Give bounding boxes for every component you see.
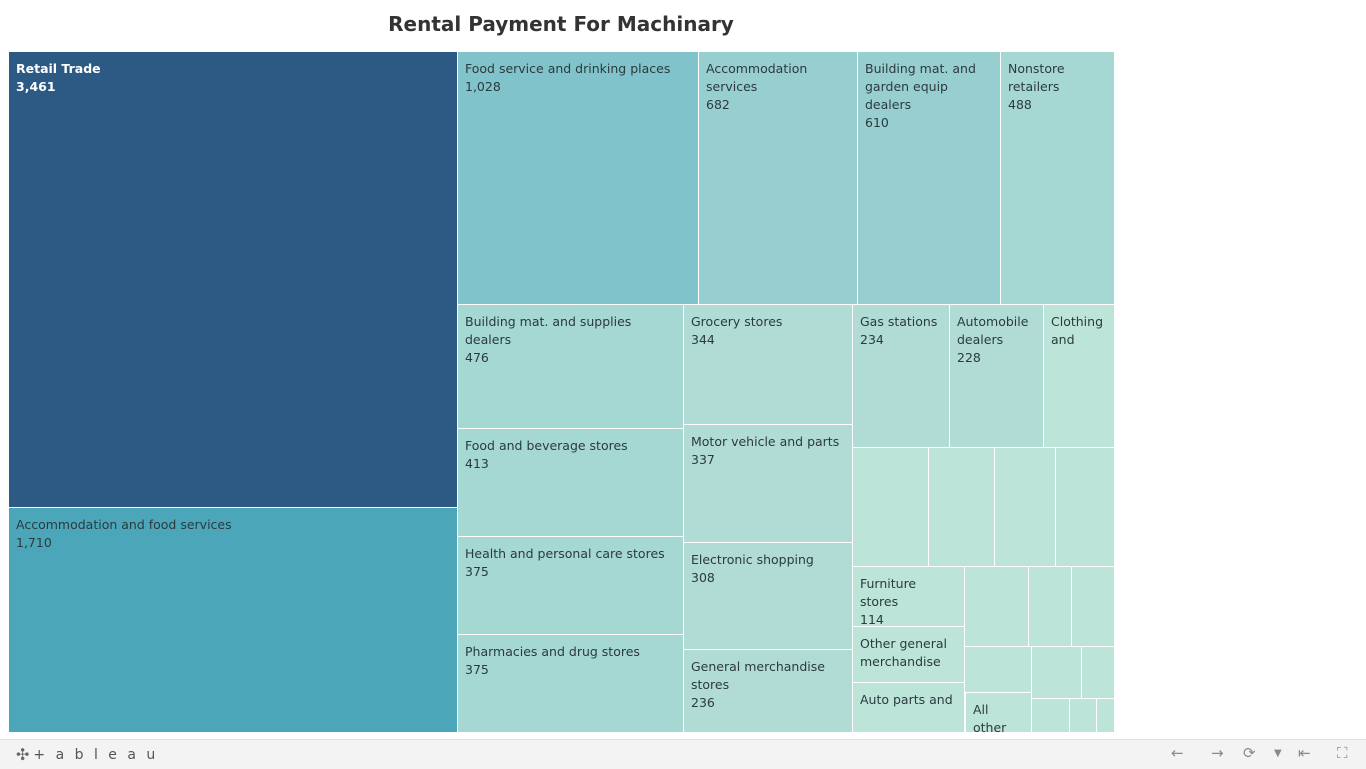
tile-label: Gas stations (860, 314, 938, 329)
tile-unlabeled[interactable] (1031, 646, 1082, 699)
tile-motor-vehicle-and-parts[interactable]: Motor vehicle and parts 337 (683, 424, 853, 543)
tile-value: 476 (465, 350, 489, 365)
tile-label: Nonstore retailers (1008, 61, 1065, 94)
tile-label: Building mat. and garden equip dealers (865, 61, 976, 112)
tile-value: 337 (691, 452, 715, 467)
reset-icon[interactable]: ⇤ (1298, 744, 1311, 762)
tile-value: 375 (465, 564, 489, 579)
tile-value: 413 (465, 456, 489, 471)
tile-other-general-merchandise[interactable]: Other general merchandise (852, 626, 965, 683)
tile-label: Grocery stores (691, 314, 783, 329)
tile-food-and-beverage-stores[interactable]: Food and beverage stores 413 (457, 428, 684, 537)
tile-label: Pharmacies and drug stores (465, 644, 640, 659)
tile-unlabeled[interactable] (1028, 566, 1072, 647)
tile-label: Food and beverage stores (465, 438, 628, 453)
tile-accommodation-services[interactable]: Accommodation services 682 (698, 51, 858, 305)
tile-building-mat-and-garden-equip-dealers[interactable]: Building mat. and garden equip dealers 61… (857, 51, 1001, 305)
footer-toolbar: ✣ + a b l e a u ← → ⟳ ▼ ⇤ ⛶ (0, 739, 1366, 769)
tile-label: Building mat. and supplies dealers (465, 314, 632, 347)
tile-label: Automobile dealers (957, 314, 1029, 347)
tile-electronic-shopping[interactable]: Electronic shopping 308 (683, 542, 853, 650)
tile-unlabeled[interactable] (1096, 698, 1115, 733)
tile-value: 1,028 (465, 79, 501, 94)
tile-building-mat-and-supplies-dealers[interactable]: Building mat. and supplies dealers 476 (457, 304, 684, 429)
tile-food-service-and-drinking-places[interactable]: Food service and drinking places 1,028 (457, 51, 699, 305)
fullscreen-icon[interactable]: ⛶ (1337, 744, 1348, 762)
tile-gas-stations[interactable]: Gas stations 234 (852, 304, 950, 448)
tile-nonstore-retailers[interactable]: Nonstore retailers 488 (1000, 51, 1115, 305)
tableau-logo-icon: ✣ (16, 745, 30, 764)
tile-label: Furniture stores (860, 576, 917, 609)
tile-label: Retail Trade (16, 61, 101, 76)
chart-title: Rental Payment For Machinary (388, 12, 734, 36)
tile-unlabeled[interactable] (852, 447, 929, 567)
tile-unlabeled[interactable] (1071, 566, 1115, 647)
tile-label: Food service and drinking places (465, 61, 671, 76)
tile-retail-trade[interactable]: Retail Trade 3,461 (8, 51, 458, 508)
redo-icon[interactable]: → (1211, 744, 1224, 762)
tile-clothing-and[interactable]: Clothing and (1043, 304, 1115, 448)
tile-value: 488 (1008, 97, 1032, 112)
tile-grocery-stores[interactable]: Grocery stores 344 (683, 304, 853, 425)
tile-value: 344 (691, 332, 715, 347)
tile-pharmacies-and-drug-stores[interactable]: Pharmacies and drug stores 375 (457, 634, 684, 733)
dropdown-icon[interactable]: ▼ (1274, 748, 1282, 759)
tile-automobile-dealers[interactable]: Automobile dealers 228 (949, 304, 1044, 448)
tile-unlabeled[interactable] (1031, 698, 1070, 733)
tile-unlabeled[interactable] (1069, 698, 1097, 733)
tile-unlabeled[interactable] (964, 566, 1029, 647)
tile-label: Electronic shopping (691, 552, 814, 567)
tile-unlabeled[interactable] (928, 447, 995, 567)
tableau-logo[interactable]: ✣ + a b l e a u (16, 745, 158, 764)
tile-value: 308 (691, 570, 715, 585)
undo-icon[interactable]: ← (1171, 744, 1184, 762)
tile-accommodation-and-food-services[interactable]: Accommodation and food services 1,710 (8, 507, 458, 733)
tile-value: 3,461 (16, 79, 56, 94)
tile-unlabeled[interactable] (994, 447, 1056, 567)
tile-value: 1,710 (16, 535, 52, 550)
tile-value: 114 (860, 612, 884, 627)
tile-general-merchandise-stores[interactable]: General merchandise stores 236 (683, 649, 853, 733)
tile-auto-parts-and[interactable]: Auto parts and (852, 682, 965, 733)
tile-value: 228 (957, 350, 981, 365)
tableau-brand-text: + a b l e a u (33, 746, 159, 763)
tile-furniture-stores[interactable]: Furniture stores 114 (852, 566, 965, 627)
revert-icon[interactable]: ⟳ (1243, 744, 1256, 762)
tile-label: All other (973, 702, 1007, 733)
tile-value: 610 (865, 115, 889, 130)
tile-label: Motor vehicle and parts (691, 434, 840, 449)
tile-unlabeled[interactable] (964, 646, 1032, 693)
tile-value: 236 (691, 695, 715, 710)
tile-unlabeled[interactable] (1055, 447, 1115, 567)
tile-label: Accommodation and food services (16, 517, 232, 532)
tile-label: Other general merchandise (860, 636, 947, 669)
tile-value: 682 (706, 97, 730, 112)
tile-label: General merchandise stores (691, 659, 825, 692)
tile-label: Accommodation services (706, 61, 808, 94)
tile-value: 234 (860, 332, 884, 347)
tile-unlabeled[interactable] (1081, 646, 1115, 699)
tile-health-and-personal-care-stores[interactable]: Health and personal care stores 375 (457, 536, 684, 635)
tile-all-other[interactable]: All other (965, 692, 1032, 733)
tile-label: Auto parts and (860, 692, 953, 707)
tile-value: 375 (465, 662, 489, 677)
tile-label: Clothing and (1051, 314, 1104, 347)
tile-label: Health and personal care stores (465, 546, 665, 561)
